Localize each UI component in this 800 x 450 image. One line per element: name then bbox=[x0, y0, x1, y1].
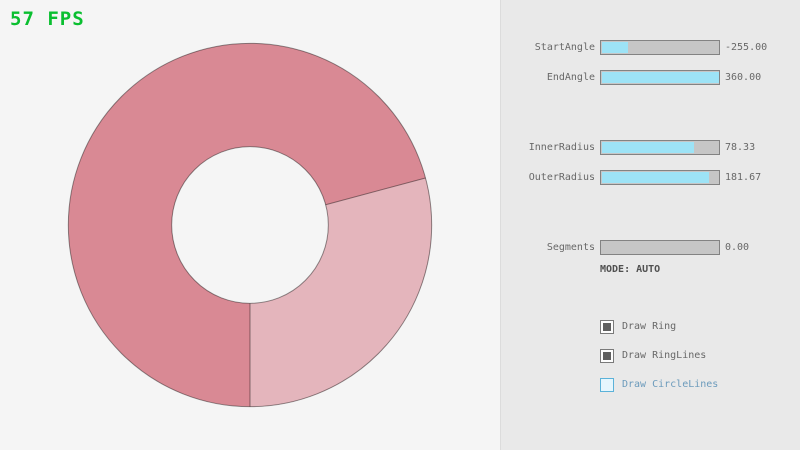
segments-slider[interactable] bbox=[600, 240, 720, 255]
inner-radius-slider-fill bbox=[602, 142, 695, 153]
ring-canvas bbox=[67, 42, 433, 408]
outer-radius-slider-fill bbox=[602, 172, 710, 183]
outer-radius-slider[interactable] bbox=[600, 170, 720, 185]
slider-row-start-angle: StartAngle -255.00 bbox=[440, 40, 800, 55]
slider-row-outer-radius: OuterRadius 181.67 bbox=[440, 170, 800, 185]
start-angle-slider-fill bbox=[602, 42, 628, 53]
checkbox-row-draw-ring: Draw Ring bbox=[600, 320, 780, 334]
start-angle-value: -255.00 bbox=[725, 42, 768, 53]
segments-label: Segments bbox=[546, 242, 595, 253]
control-panel bbox=[500, 0, 800, 450]
draw-circlelines-checkbox[interactable] bbox=[600, 378, 614, 392]
outer-radius-label: OuterRadius bbox=[528, 172, 595, 183]
end-angle-slider-fill bbox=[602, 72, 719, 83]
slider-row-segments: Segments 0.00 bbox=[440, 240, 800, 255]
mode-label: MODE: AUTO bbox=[600, 264, 661, 275]
end-angle-slider[interactable] bbox=[600, 70, 720, 85]
outer-radius-value: 181.67 bbox=[725, 172, 762, 183]
draw-ring-checkmark bbox=[603, 323, 611, 331]
end-angle-value: 360.00 bbox=[725, 72, 762, 83]
slider-row-inner-radius: InnerRadius 78.33 bbox=[440, 140, 800, 155]
draw-ringlines-checkbox[interactable] bbox=[600, 349, 614, 363]
checkbox-row-draw-ringlines: Draw RingLines bbox=[600, 349, 780, 363]
ring-inner-outline bbox=[171, 146, 329, 304]
draw-ring-label: Draw Ring bbox=[622, 321, 677, 332]
ring-hole bbox=[171, 146, 329, 304]
segments-value: 0.00 bbox=[725, 242, 750, 253]
slider-row-end-angle: EndAngle 360.00 bbox=[440, 70, 800, 85]
inner-radius-label: InnerRadius bbox=[528, 142, 595, 153]
start-angle-slider[interactable] bbox=[600, 40, 720, 55]
checkbox-row-draw-circlelines: Draw CircleLines bbox=[600, 378, 780, 392]
inner-radius-slider[interactable] bbox=[600, 140, 720, 155]
end-angle-label: EndAngle bbox=[546, 72, 595, 83]
ring-outer-outline bbox=[67, 42, 433, 408]
draw-ringlines-checkmark bbox=[603, 352, 611, 360]
draw-ringlines-label: Draw RingLines bbox=[622, 350, 707, 361]
start-angle-label: StartAngle bbox=[534, 42, 595, 53]
draw-ring-checkbox[interactable] bbox=[600, 320, 614, 334]
fps-counter: 57 FPS bbox=[10, 8, 85, 30]
ring-boundary-line-start bbox=[325, 177, 426, 206]
inner-radius-value: 78.33 bbox=[725, 142, 756, 153]
draw-circlelines-label: Draw CircleLines bbox=[622, 379, 719, 390]
